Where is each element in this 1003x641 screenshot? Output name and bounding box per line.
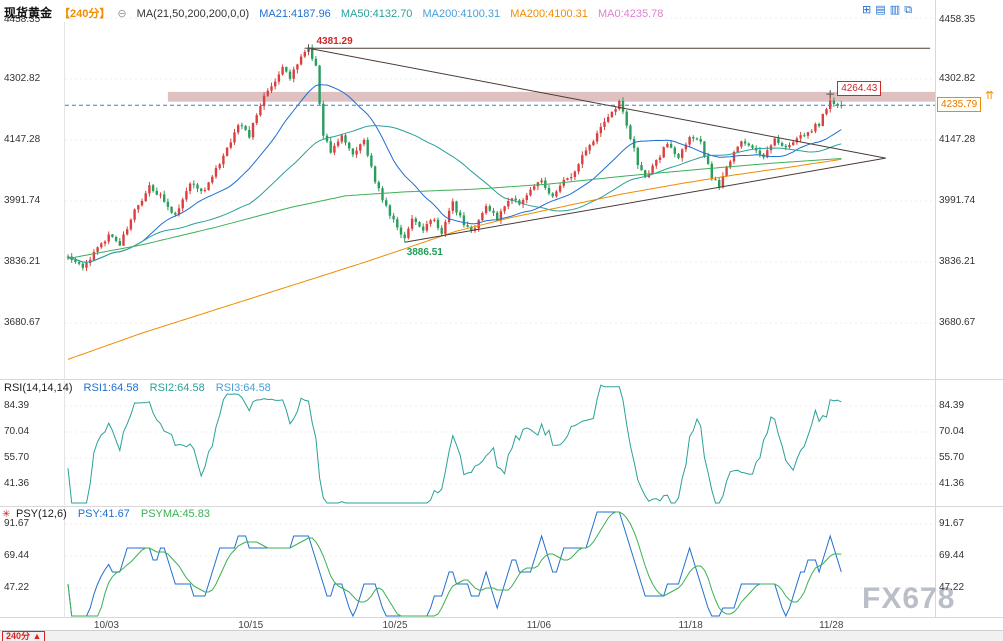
price-axis-label: 3836.21 — [4, 256, 41, 267]
rsi-axis-label: 70.04 — [939, 426, 965, 437]
psyma-value: PSYMA:45.83 — [140, 508, 210, 520]
rsi-axis-label: 55.70 — [4, 451, 30, 463]
layout-columns-icon[interactable]: ▥ — [889, 4, 901, 16]
rsi-axis-label: 84.39 — [939, 400, 965, 411]
timeframe-label: 【240分】 — [59, 8, 111, 20]
psy-value: PSY:41.67 — [77, 508, 130, 520]
psy-indicator-header: PSY(12,6) PSY:41.67 PSYMA:45.83 — [16, 508, 218, 520]
price-axis-label: 3991.74 — [4, 195, 41, 206]
rsi-axis-label: 41.36 — [4, 477, 30, 489]
psy-axis-label: 91.67 — [4, 518, 30, 529]
date-axis-label: 11/18 — [678, 620, 703, 631]
rsi3-value: RSI3:64.58 — [215, 382, 271, 394]
ma200-value-a: MA200:4100.31 — [422, 8, 501, 20]
price-axis-label: 4147.28 — [4, 134, 41, 145]
status-bar: 240分 ▲ — [0, 630, 1003, 641]
ma0-value: MA0:4235.78 — [597, 8, 664, 20]
timeframe-selector-label: 240分 — [6, 631, 31, 641]
recent-high-price-box: 4264.43 — [837, 81, 882, 97]
psy-axis-label: 69.44 — [939, 550, 965, 561]
price-axis-label: 3991.74 — [939, 195, 976, 206]
up-arrows-icon: ⇈ — [985, 90, 995, 103]
date-axis-label: 11/06 — [526, 620, 552, 631]
low-price-annotation: 3886.51 — [406, 247, 443, 259]
ma50-value: MA50:4132.70 — [340, 8, 413, 20]
rsi-axis-label: 41.36 — [939, 477, 965, 489]
ma200-value-b: MA200:4100.31 — [510, 8, 588, 20]
psy-axis-label: 47.22 — [4, 581, 30, 593]
rsi-settings-label: RSI(14,14,14) — [4, 382, 73, 394]
psy-settings-label: PSY(12,6) — [16, 508, 67, 520]
collapse-icon[interactable]: ⊖ — [117, 8, 127, 20]
indicator-marker-icon[interactable]: ✳ — [2, 509, 11, 520]
last-price-box: 4235.79 — [937, 97, 982, 113]
date-axis-label: 11/28 — [819, 620, 844, 631]
price-axis-label: 4458.35 — [4, 14, 41, 25]
price-axis-label: 4458.35 — [939, 14, 976, 25]
psy-axis-label: 91.67 — [939, 518, 965, 529]
date-axis-label: 10/03 — [93, 620, 119, 631]
rsi-indicator-header: RSI(14,14,14) RSI1:64.58 RSI2:64.58 RSI3… — [4, 382, 279, 394]
price-axis-label: 4147.28 — [939, 134, 976, 145]
price-axis-label: 3836.21 — [939, 256, 976, 267]
grid-icon[interactable]: ⊞ — [862, 4, 872, 16]
psy-axis-label: 69.44 — [4, 550, 30, 561]
layout-rows-icon[interactable]: ▤ — [875, 4, 886, 16]
brand-watermark: FX678 — [862, 582, 956, 615]
date-axis-label: 10/25 — [382, 620, 408, 631]
up-triangle-icon: ▲ — [32, 631, 42, 641]
price-axis-label: 4302.82 — [939, 73, 976, 84]
price-axis-label: 4302.82 — [4, 73, 41, 84]
rsi-axis-label: 55.70 — [939, 451, 965, 463]
chart-header: 现货黄金 【240分】 ⊖ MA(21,50,200,200,0,0) MA21:4… — [4, 4, 670, 21]
popout-icon[interactable]: ⧉ — [904, 4, 913, 16]
psy-axis-label: 47.22 — [939, 581, 965, 593]
ma21-value: MA21:4187.96 — [259, 8, 331, 20]
timeframe-selector[interactable]: 240分 ▲ — [2, 631, 46, 641]
rsi-axis-label: 84.39 — [4, 400, 30, 411]
rsi1-value: RSI1:64.58 — [83, 382, 139, 394]
chart-toolbar: ⊞ ▤ ▥ ⧉ — [862, 3, 913, 17]
ma-settings-label: MA(21,50,200,200,0,0) — [136, 8, 250, 20]
peak-price-annotation: 4381.29 — [316, 36, 353, 48]
rsi-axis-label: 70.04 — [4, 426, 30, 437]
price-axis-label: 3680.67 — [939, 317, 976, 328]
rsi2-value: RSI2:64.58 — [149, 382, 205, 394]
price-axis-label: 3680.67 — [4, 317, 41, 328]
instrument-name: 现货黄金 — [4, 6, 53, 20]
date-axis-label: 10/15 — [238, 620, 264, 631]
